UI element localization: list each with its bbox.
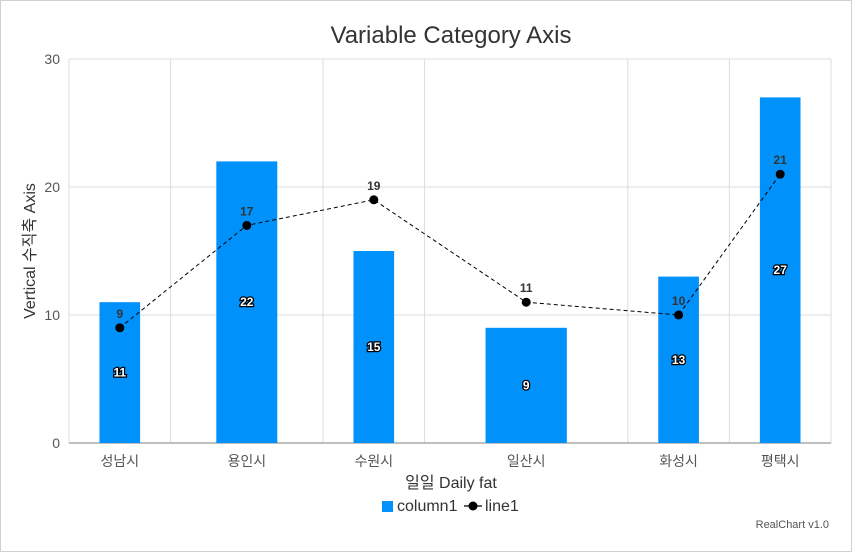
credit-text: RealChart v1.0 xyxy=(756,519,829,531)
line-data-label: 11 xyxy=(520,281,533,295)
bar-data-label: 13 xyxy=(672,353,686,367)
line-point[interactable] xyxy=(242,220,252,230)
line-series xyxy=(115,169,785,333)
bar[interactable] xyxy=(759,97,801,444)
legend-marker-line1-dot xyxy=(468,501,478,511)
line-point[interactable] xyxy=(674,310,684,320)
x-tick-label: 성남시 xyxy=(100,453,139,469)
bar-data-label: 9 xyxy=(523,378,530,392)
line-path xyxy=(119,173,781,329)
data-labels: 11 22 15 9 13 27 9 17 19 11 10 21 xyxy=(112,153,788,393)
line-point[interactable] xyxy=(369,195,379,205)
y-axis-title: Vertical 수직축 Axis xyxy=(21,183,39,319)
y-tick-label: 20 xyxy=(44,179,60,195)
x-axis-title: 일일 Daily fat xyxy=(405,474,497,492)
legend-marker-column1 xyxy=(382,501,393,512)
x-tick-label: 화성시 xyxy=(659,453,698,469)
legend-label-line1: line1 xyxy=(485,498,519,515)
x-tick-label: 수원시 xyxy=(354,453,393,469)
bar-data-label: 15 xyxy=(367,340,381,354)
line-point[interactable] xyxy=(115,323,125,333)
bar[interactable] xyxy=(485,327,567,443)
bar[interactable] xyxy=(216,161,278,443)
bar[interactable] xyxy=(658,276,699,443)
bar-series xyxy=(99,97,801,444)
x-tick-label: 일산시 xyxy=(507,453,546,469)
legend-label-column1: column1 xyxy=(397,498,458,515)
x-axis-ticks: 성남시 용인시 수원시 일산시 화성시 평택시 xyxy=(100,453,799,469)
y-tick-label: 10 xyxy=(44,307,60,323)
line-data-label: 17 xyxy=(240,204,254,218)
line-data-label: 21 xyxy=(774,153,788,167)
bar-data-label: 22 xyxy=(240,295,254,309)
y-tick-label: 30 xyxy=(44,51,60,67)
legend[interactable]: column1 line1 xyxy=(382,498,519,515)
y-tick-label: 0 xyxy=(52,435,60,451)
bar-data-label: 27 xyxy=(774,263,788,277)
line-data-label: 10 xyxy=(672,294,686,308)
y-axis-ticks: 0 10 20 30 xyxy=(44,51,60,451)
chart-title: Variable Category Axis xyxy=(330,22,571,49)
line-point[interactable] xyxy=(775,169,785,179)
x-tick-label: 평택시 xyxy=(761,453,800,469)
x-tick-label: 용인시 xyxy=(227,453,266,469)
bar[interactable] xyxy=(353,251,395,443)
line-data-label: 19 xyxy=(367,179,381,193)
bar-data-label: 11 xyxy=(113,366,126,380)
grid xyxy=(68,58,832,444)
line-point[interactable] xyxy=(521,297,531,307)
line-data-label: 9 xyxy=(116,307,123,321)
